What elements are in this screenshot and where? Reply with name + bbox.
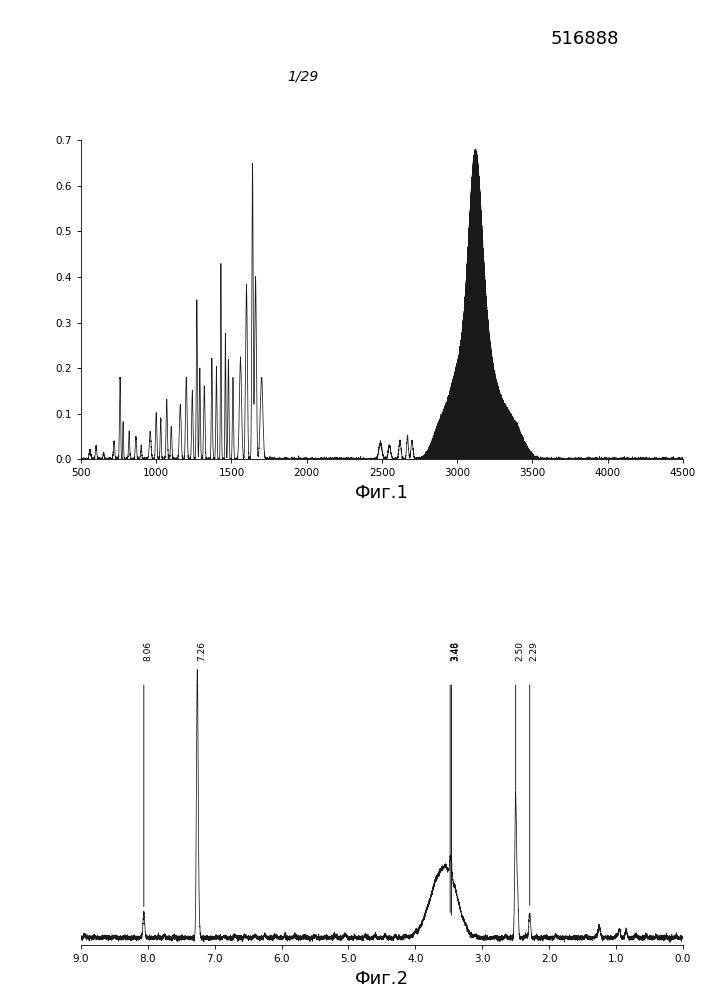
Text: 7.26: 7.26 <box>197 641 206 661</box>
Text: 516888: 516888 <box>550 30 619 48</box>
Text: 3.48: 3.48 <box>450 641 459 661</box>
Text: 1/29: 1/29 <box>287 70 318 84</box>
Text: 8.06: 8.06 <box>144 641 153 661</box>
Text: 2.29: 2.29 <box>529 641 539 661</box>
Text: Фиг.1: Фиг.1 <box>355 484 409 502</box>
Text: 2.50: 2.50 <box>516 641 524 661</box>
Text: 3.46: 3.46 <box>451 641 460 661</box>
Text: Фиг.2: Фиг.2 <box>355 970 409 988</box>
